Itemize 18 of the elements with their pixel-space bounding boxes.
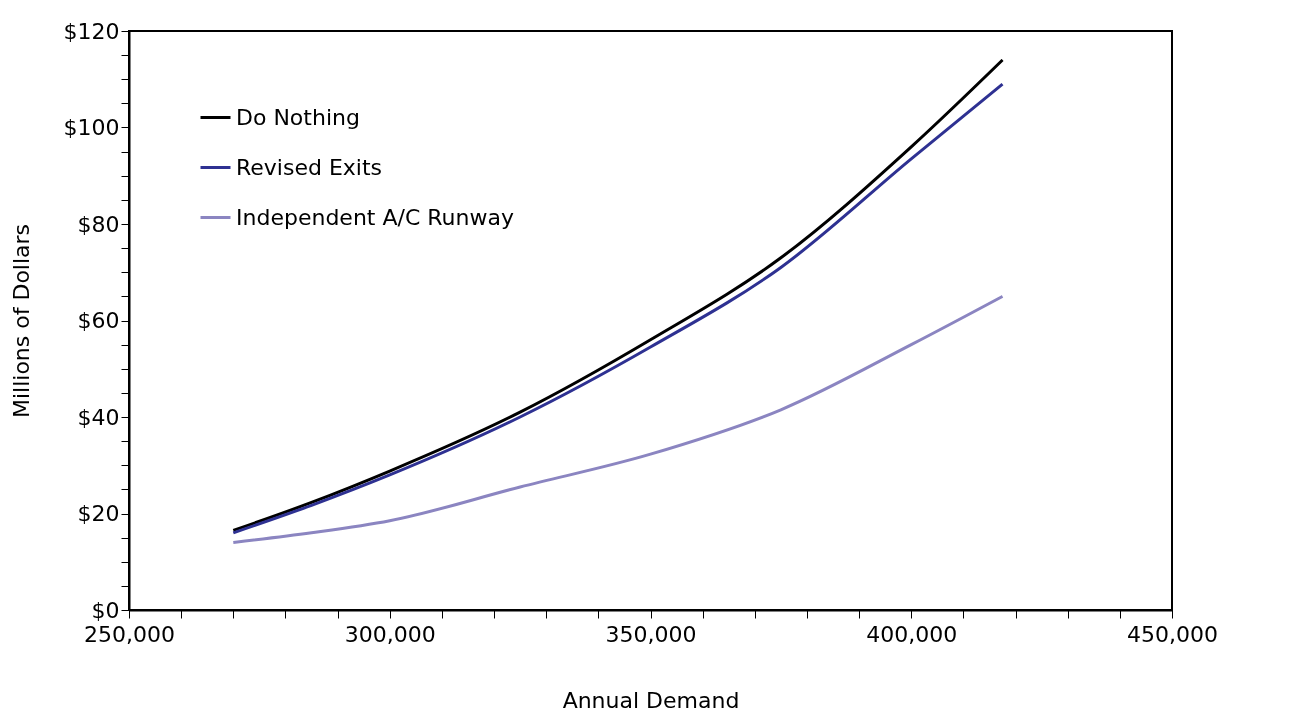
x-tick-label: 300,000 bbox=[344, 621, 436, 647]
x-tick-label: 400,000 bbox=[866, 621, 958, 647]
x-tick-label: 250,000 bbox=[84, 621, 175, 647]
legend-label: Independent A/C Runway bbox=[236, 204, 514, 230]
x-tick-label: 350,000 bbox=[605, 621, 697, 647]
y-tick-label: $40 bbox=[77, 404, 120, 430]
x-axis-title: Annual Demand bbox=[562, 687, 740, 713]
y-tick-label: $80 bbox=[77, 211, 120, 237]
y-tick-label: $20 bbox=[77, 501, 120, 526]
y-tick-label: $0 bbox=[91, 597, 120, 623]
legend-label: Do Nothing bbox=[236, 104, 360, 130]
legend-label: Revised Exits bbox=[236, 154, 383, 180]
y-tick-label: $100 bbox=[63, 115, 120, 140]
line-series bbox=[231, 294, 1005, 544]
y-axis-title: Millions of Dollars bbox=[8, 223, 34, 419]
y-tick-label: $120 bbox=[63, 18, 120, 44]
x-tick-label: 450,000 bbox=[1127, 621, 1218, 647]
y-tick-label: $60 bbox=[77, 308, 120, 333]
